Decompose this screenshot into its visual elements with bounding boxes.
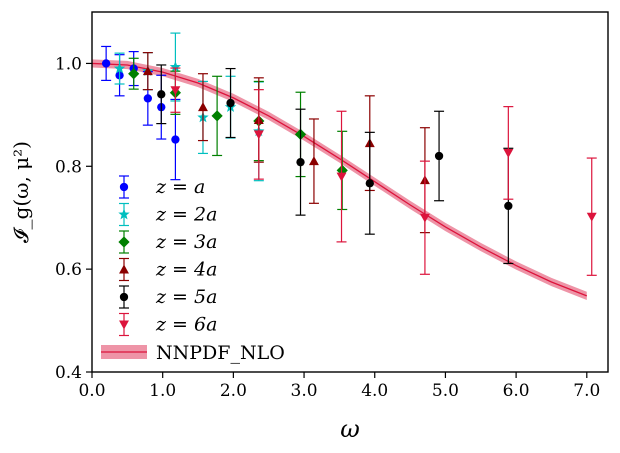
data-point xyxy=(142,66,153,76)
x-tick-label: 3.0 xyxy=(291,381,318,401)
legend: z = a z = 2a z = 3a z = 4a z = 5a z = 6a NNPDF… xyxy=(101,175,285,364)
data-point xyxy=(169,61,182,72)
data-point xyxy=(226,98,235,108)
plot-frame xyxy=(91,11,609,373)
x-tick-label: 2.0 xyxy=(220,381,247,401)
series-3 xyxy=(128,57,348,211)
data-point xyxy=(171,135,180,144)
data-point xyxy=(143,94,153,103)
axes xyxy=(91,11,609,373)
nnpdf-band-area xyxy=(92,59,587,300)
legend-marker xyxy=(119,320,129,330)
data-points xyxy=(101,32,597,276)
ticks: 0.0 1.0 2.0 3.0 4.0 5.0 6.0 7.0 0.4 0.6 0.8 1.0 xyxy=(55,54,600,401)
series-5 xyxy=(156,64,514,265)
y-tick-label: 0.4 xyxy=(55,363,82,383)
data-point xyxy=(336,172,347,182)
series-2 xyxy=(113,32,265,182)
data-point xyxy=(419,213,430,223)
legend-entry: z = 5a xyxy=(119,285,217,309)
data-point xyxy=(198,102,208,112)
legend-label: z = 5a xyxy=(155,286,217,308)
legend-entry: z = 2a xyxy=(118,202,217,227)
legend-marker xyxy=(119,182,129,192)
data-point xyxy=(296,158,305,167)
legend-marker xyxy=(118,236,130,248)
legend-marker xyxy=(119,292,129,302)
data-point xyxy=(113,62,126,74)
nnpdf-band xyxy=(91,59,588,300)
y-tick-label: 0.6 xyxy=(55,260,82,280)
data-point xyxy=(434,151,444,161)
legend-entry: z = 4a xyxy=(119,257,217,282)
series-6 xyxy=(170,67,597,276)
x-tick-label: 4.0 xyxy=(361,381,388,401)
legend-label: z = 6a xyxy=(155,314,217,336)
legend-entry: z = 3a xyxy=(118,230,217,254)
legend-marker xyxy=(118,208,130,220)
legend-label: z = a xyxy=(155,176,205,198)
data-point xyxy=(308,156,319,166)
legend-label: z = 4a xyxy=(155,259,217,281)
x-tick-label: 5.0 xyxy=(432,381,459,401)
nnpdf-band-line xyxy=(91,62,588,297)
data-point xyxy=(365,179,374,188)
x-tick-label: 7.0 xyxy=(573,381,600,401)
data-point xyxy=(504,201,513,211)
data-point xyxy=(128,68,140,80)
legend-label: z = 3a xyxy=(155,231,217,253)
x-tick-label: 0.0 xyxy=(78,381,105,401)
data-point xyxy=(157,90,166,99)
legend-label: z = 2a xyxy=(155,204,217,226)
y-axis-title: 𝓘_g(ω, μ²) xyxy=(9,141,33,243)
x-tick-label: 6.0 xyxy=(503,381,530,401)
legend-entry-band: NNPDF_NLO xyxy=(101,342,285,364)
data-point xyxy=(586,212,597,222)
data-point xyxy=(211,110,223,122)
data-point xyxy=(503,148,514,158)
x-tick-label: 1.0 xyxy=(149,381,176,401)
legend-entry: z = 6a xyxy=(119,312,217,337)
legend-marker xyxy=(119,264,129,274)
legend-band-label: NNPDF_NLO xyxy=(156,342,285,364)
x-axis-title: ω xyxy=(340,415,360,443)
data-point xyxy=(101,59,111,68)
y-tick-label: 1.0 xyxy=(55,54,82,74)
data-point xyxy=(170,86,181,96)
data-point xyxy=(253,130,264,140)
y-tick-label: 0.8 xyxy=(55,157,82,177)
legend-entry: z = a xyxy=(119,175,205,199)
